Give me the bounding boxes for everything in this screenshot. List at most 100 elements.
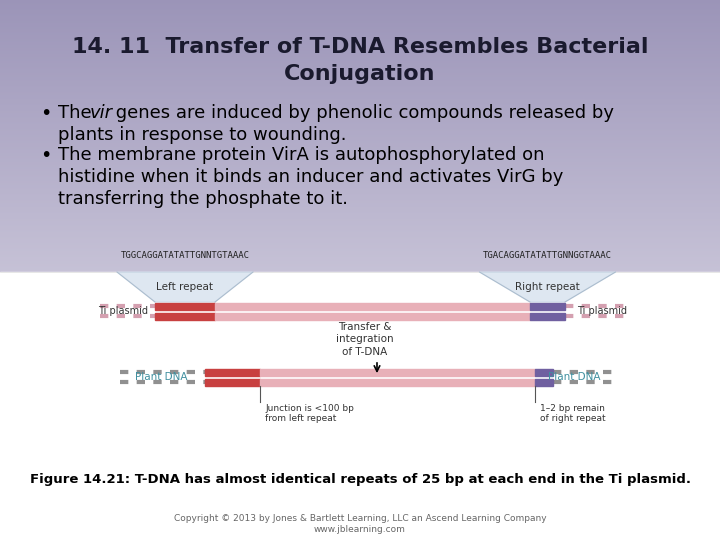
Bar <box>0 170 720 171</box>
Bar <box>0 66 720 67</box>
Bar <box>0 48 720 49</box>
Bar <box>0 285 720 286</box>
Text: The membrane protein VirA is autophosphorylated on: The membrane protein VirA is autophospho… <box>58 146 544 164</box>
Bar <box>0 432 720 433</box>
Bar <box>0 429 720 430</box>
Bar <box>0 224 720 225</box>
Bar <box>0 280 720 281</box>
Bar <box>0 0 720 1</box>
Bar <box>0 263 720 264</box>
Bar <box>0 281 720 282</box>
Bar <box>0 361 720 362</box>
Bar <box>0 214 720 215</box>
Bar <box>0 217 720 218</box>
Bar <box>0 430 720 431</box>
Bar <box>0 89 720 90</box>
Bar <box>0 279 720 280</box>
Bar <box>0 345 720 346</box>
Bar <box>0 286 720 287</box>
Bar <box>0 274 720 275</box>
Bar <box>0 44 720 45</box>
Bar <box>0 409 720 410</box>
Bar <box>0 40 720 41</box>
Bar <box>0 227 720 228</box>
Bar <box>0 29 720 30</box>
Bar <box>0 312 720 313</box>
Bar <box>0 125 720 126</box>
Text: Ti plasmid: Ti plasmid <box>577 306 627 316</box>
Bar <box>0 414 720 415</box>
Bar <box>0 362 720 363</box>
Bar <box>0 265 720 266</box>
Bar <box>0 506 720 507</box>
Bar <box>0 470 720 471</box>
Bar <box>0 425 720 426</box>
Bar <box>0 252 720 253</box>
Bar <box>0 338 720 339</box>
Text: Ti plasmid: Ti plasmid <box>98 306 148 316</box>
Bar <box>0 185 720 186</box>
Bar <box>0 473 720 474</box>
Bar <box>0 33 720 34</box>
Bar <box>0 266 720 267</box>
Bar <box>0 182 720 183</box>
Bar <box>0 467 720 468</box>
Bar <box>0 411 720 412</box>
Bar <box>0 102 720 103</box>
Bar <box>0 326 720 327</box>
Bar <box>0 478 720 479</box>
Bar <box>0 527 720 528</box>
Bar <box>0 238 720 239</box>
Bar <box>0 528 720 529</box>
Bar <box>0 526 720 527</box>
Bar <box>0 359 720 360</box>
Bar <box>0 189 720 190</box>
Bar <box>0 534 720 535</box>
Bar <box>205 368 260 375</box>
Bar <box>0 164 720 165</box>
Bar <box>0 206 720 207</box>
Bar <box>0 39 720 40</box>
Bar <box>0 500 720 501</box>
Bar <box>0 352 720 353</box>
Bar <box>0 38 720 39</box>
Bar <box>0 235 720 236</box>
Bar <box>0 92 720 93</box>
Bar <box>0 31 720 32</box>
Bar <box>0 142 720 143</box>
Bar <box>0 438 720 439</box>
Bar <box>0 180 720 181</box>
Bar <box>0 468 720 469</box>
Bar <box>0 491 720 492</box>
Bar <box>0 501 720 502</box>
Bar <box>0 315 720 316</box>
Bar <box>0 153 720 154</box>
Bar <box>0 67 720 68</box>
Bar <box>0 370 720 371</box>
Text: 1–2 bp remain
of right repeat: 1–2 bp remain of right repeat <box>540 404 606 423</box>
Bar <box>0 520 720 521</box>
Bar <box>0 505 720 506</box>
Bar <box>0 405 720 406</box>
Bar <box>0 307 720 308</box>
Bar <box>0 193 720 194</box>
Bar <box>0 140 720 141</box>
Bar <box>0 515 720 516</box>
Bar <box>0 455 720 456</box>
Bar <box>0 479 720 480</box>
Bar <box>0 159 720 160</box>
Bar <box>0 459 720 460</box>
Bar <box>0 101 720 102</box>
Bar <box>0 15 720 16</box>
Bar <box>0 368 720 369</box>
Bar <box>0 457 720 458</box>
Bar <box>0 365 720 366</box>
Bar <box>0 73 720 74</box>
Bar <box>0 369 720 370</box>
Bar <box>0 380 720 381</box>
Bar <box>0 119 720 120</box>
Bar <box>0 63 720 64</box>
Text: Copyright © 2013 by Jones & Bartlett Learning, LLC an Ascend Learning Company
ww: Copyright © 2013 by Jones & Bartlett Lea… <box>174 514 546 535</box>
Bar <box>0 25 720 26</box>
Bar <box>0 367 720 368</box>
